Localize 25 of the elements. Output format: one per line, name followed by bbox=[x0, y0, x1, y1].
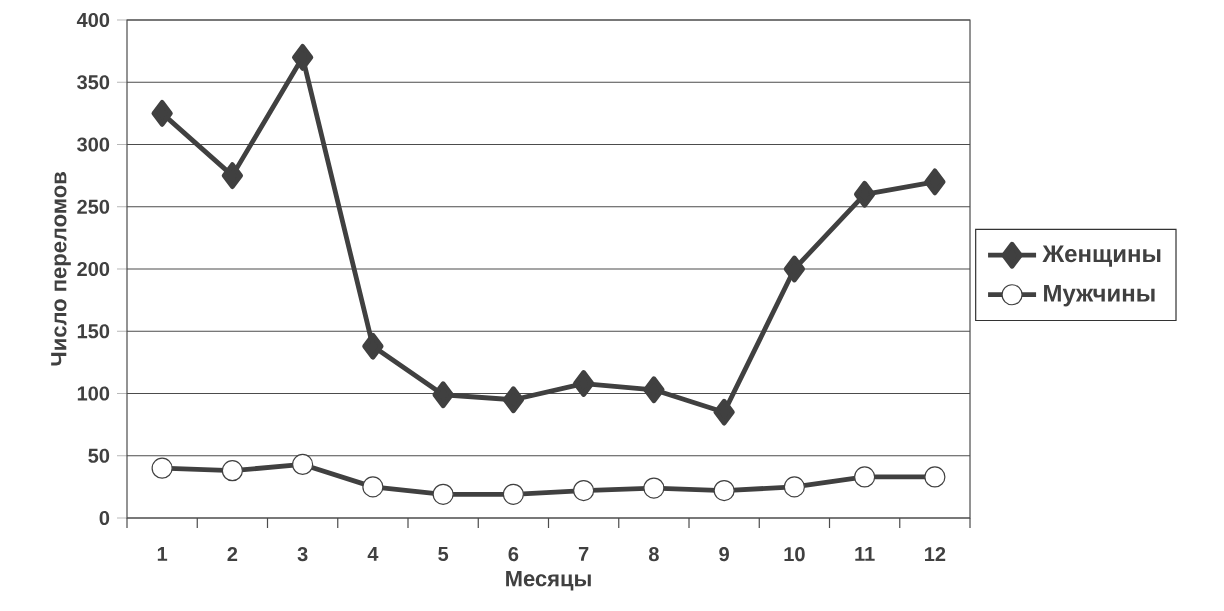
x-tick-label: 9 bbox=[719, 547, 729, 562]
x-tick-label: 6 bbox=[508, 547, 519, 562]
y-tick-label: 250 bbox=[77, 199, 110, 214]
y-tick-label: 350 bbox=[77, 75, 110, 90]
x-tick-label: 1 bbox=[157, 547, 168, 561]
y-tick-label: 300 bbox=[77, 137, 110, 152]
legend-label: Мужчины bbox=[1044, 284, 1155, 307]
x-tick-label: 2 bbox=[227, 547, 238, 562]
y-tick-label: 50 bbox=[88, 448, 110, 463]
x-tick-label: 7 bbox=[578, 547, 589, 561]
y-tick-label: 150 bbox=[77, 324, 110, 339]
x-tick-label: 12 bbox=[925, 547, 946, 562]
x-tick-label: 4 bbox=[367, 547, 379, 561]
legend-label: Женщины bbox=[1042, 245, 1161, 267]
y-tick-label: 0 bbox=[99, 510, 110, 526]
x-tick-label: 3 bbox=[297, 547, 308, 562]
x-tick-label: 8 bbox=[648, 547, 659, 562]
x-tick-label: 11 bbox=[855, 547, 875, 561]
x-tick-label: 10 bbox=[784, 547, 805, 562]
x-axis-title: Месяцы bbox=[506, 571, 591, 591]
y-axis-title: Число переломов bbox=[51, 172, 71, 366]
y-tick-label: 100 bbox=[77, 386, 110, 401]
x-tick-label: 5 bbox=[438, 547, 449, 562]
y-tick-label: 400 bbox=[76, 12, 110, 28]
y-tick-label: 200 bbox=[77, 261, 110, 277]
